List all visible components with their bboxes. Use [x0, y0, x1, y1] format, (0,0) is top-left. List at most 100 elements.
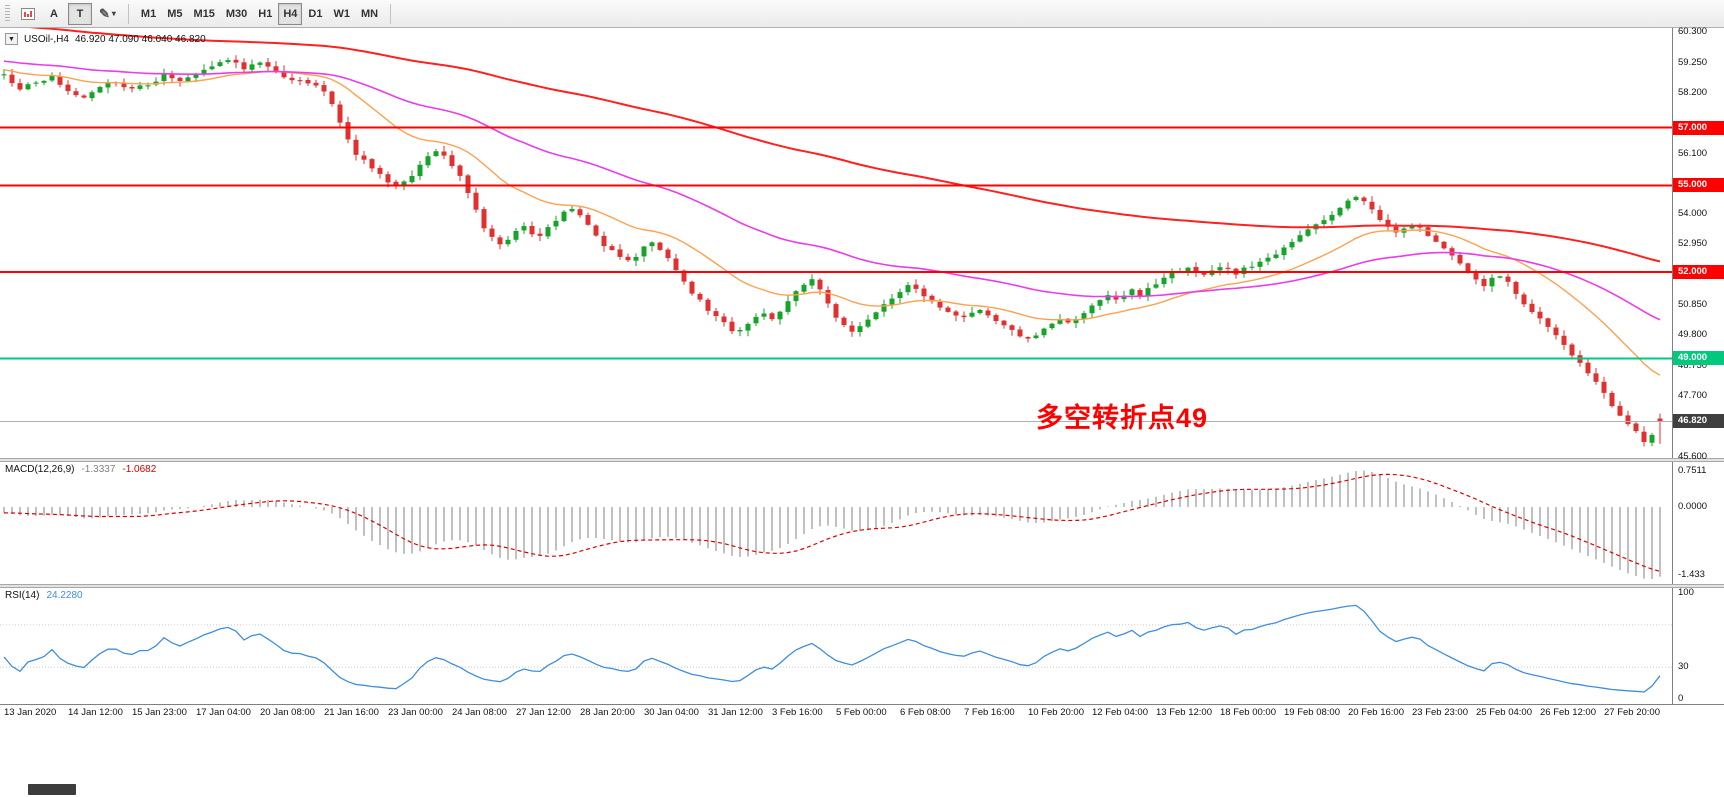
y-axis-tick: 50.850: [1678, 299, 1708, 311]
x-axis-label: 19 Feb 08:00: [1284, 707, 1340, 718]
macd-histogram: [3, 470, 1661, 579]
y-axis-tick: 56.100: [1678, 147, 1708, 159]
caret-down-icon: ▾: [111, 9, 116, 18]
x-axis-label: 17 Jan 04:00: [196, 707, 251, 718]
candles-layer: [1, 55, 1663, 447]
macd-scale-label: 0.0000: [1678, 501, 1708, 513]
x-axis-label: 15 Jan 23:00: [132, 707, 187, 718]
current-price-tag: 46.820: [1673, 414, 1724, 429]
x-axis-label: 28 Jan 20:00: [580, 707, 635, 718]
macd-title: MACD(12,26,9): [5, 464, 75, 475]
timeframe-mn[interactable]: MN: [356, 3, 383, 25]
x-axis-label: 20 Jan 08:00: [260, 707, 315, 718]
symbol-timeframe-label: USOil-,H4: [23, 33, 69, 45]
rsi-line: [3, 604, 1661, 693]
chart-annotation: 多空转折点49: [1036, 403, 1209, 433]
x-axis-label: 27 Jan 12:00: [516, 707, 571, 718]
x-axis-label: 5 Feb 00:00: [836, 707, 887, 718]
timeframe-m15[interactable]: M15: [188, 3, 219, 25]
toolbar-separator: [390, 3, 392, 24]
x-axis-label: 13 Feb 12:00: [1156, 707, 1212, 718]
draw-tool-button[interactable]: ✎ ▾: [94, 3, 121, 25]
price-level-tag: 49.000: [1673, 351, 1724, 366]
macd-label: MACD(12,26,9) -1.3337 -1.0682: [5, 464, 156, 475]
ma-medium-line: [3, 60, 1661, 321]
y-axis-tick: 49.800: [1678, 329, 1708, 341]
price-level-tag: 55.000: [1673, 178, 1724, 193]
rsi-value: 24.2280: [46, 590, 83, 601]
rsi-scale-label: 0: [1678, 692, 1684, 704]
price-level-tag: 57.000: [1673, 120, 1724, 135]
toolbar-separator: [127, 3, 129, 24]
panel-splitter[interactable]: [0, 584, 1724, 588]
y-axis-tick: 54.000: [1678, 208, 1708, 220]
x-axis-label: 12 Feb 04:00: [1092, 707, 1148, 718]
bar-chart-icon: [21, 7, 35, 20]
symbol-dropdown-icon[interactable]: ▼: [5, 33, 18, 45]
main-chart-canvas[interactable]: [0, 28, 1672, 458]
toolbar-grip[interactable]: [5, 4, 10, 23]
timeframe-h1[interactable]: H1: [253, 3, 277, 25]
x-axis-label: 20 Feb 16:00: [1348, 707, 1404, 718]
y-axis-tick: 58.200: [1678, 86, 1708, 98]
macd-signal-line: [3, 473, 1661, 572]
ma-slow-line: [29, 28, 1661, 263]
timeframe-m5[interactable]: M5: [162, 3, 187, 25]
rsi-scale-label: 30: [1678, 661, 1689, 673]
rsi-scale-label: 100: [1678, 587, 1694, 599]
x-axis-label: 13 Jan 2020: [4, 707, 57, 718]
x-axis-label: 27 Feb 20:00: [1604, 707, 1660, 718]
ma-fast-line: [3, 69, 1661, 376]
y-axis-tick: 60.300: [1678, 26, 1708, 38]
macd-value-main: -1.3337: [81, 464, 116, 475]
x-axis-label: 26 Feb 12:00: [1540, 707, 1596, 718]
x-axis-label: 14 Jan 12:00: [68, 707, 123, 718]
y-axis-tick: 45.600: [1678, 450, 1708, 462]
timeframe-group: M1 M5 M15 M30 H1 H4 D1 W1 MN: [136, 2, 383, 25]
x-axis-label: 3 Feb 16:00: [772, 707, 823, 718]
y-axis-tick: 47.700: [1678, 389, 1708, 401]
timeframe-m30[interactable]: M30: [221, 3, 252, 25]
ohlc-values: 46.920 47.090 46.040 46.820: [74, 33, 206, 45]
macd-panel[interactable]: MACD(12,26,9) -1.3337 -1.0682 0.7511 0.0000…: [0, 462, 1724, 584]
macd-value-signal: -1.0682: [122, 464, 157, 475]
timeframe-h4[interactable]: H4: [278, 2, 303, 25]
bottom-strip: [0, 720, 1724, 797]
x-axis-label: 30 Jan 04:00: [644, 707, 699, 718]
symbol-ohlc-readout: ▼ USOil-,H4 46.920 47.090 46.040 46.820: [5, 33, 206, 45]
rsi-label: RSI(14) 24.2280: [5, 590, 83, 601]
pencil-icon: ✎: [99, 5, 110, 21]
rsi-axis[interactable]: 100 30 0: [1672, 587, 1724, 704]
timeframe-w1[interactable]: W1: [328, 3, 355, 25]
macd-axis[interactable]: 0.7511 0.0000 -1.433: [1672, 462, 1724, 584]
rsi-title: RSI(14): [5, 590, 40, 601]
timeframe-d1[interactable]: D1: [303, 3, 327, 25]
y-axis-tick: 59.250: [1678, 56, 1708, 68]
price-axis[interactable]: 60.300 59.250 58.200 56.100 54.000 52.950 50.8…: [1672, 26, 1724, 462]
macd-canvas[interactable]: [0, 462, 1672, 584]
x-axis-label: 31 Jan 12:00: [708, 707, 763, 718]
toolbar: A T ✎ ▾ M1 M5 M15 M30 H1 H4 D1 W1 MN: [0, 0, 1724, 28]
y-axis-tick: 52.950: [1678, 238, 1708, 250]
x-axis-label: 21 Jan 16:00: [324, 707, 379, 718]
x-axis-label: 6 Feb 08:00: [900, 707, 951, 718]
x-axis-label: 10 Feb 20:00: [1028, 707, 1084, 718]
rsi-panel[interactable]: RSI(14) 24.2280 100 30 0: [0, 587, 1724, 704]
x-axis-label: 24 Jan 08:00: [452, 707, 507, 718]
mini-chart-icon-button[interactable]: [16, 3, 40, 25]
panel-splitter[interactable]: [0, 458, 1724, 462]
macd-scale-label: -1.433: [1678, 569, 1705, 581]
text-tool-button[interactable]: T: [68, 2, 92, 25]
taskbar-fragment: [28, 784, 76, 795]
price-level-tag: 52.000: [1673, 264, 1724, 279]
main-chart-panel[interactable]: ▼ USOil-,H4 46.920 47.090 46.040 46.820 …: [0, 26, 1724, 462]
toolbar-button-a[interactable]: A: [42, 3, 66, 25]
macd-scale-label: 0.7511: [1678, 465, 1707, 477]
x-axis-label: 7 Feb 16:00: [964, 707, 1015, 718]
x-axis-label: 25 Feb 04:00: [1476, 707, 1532, 718]
rsi-canvas[interactable]: [0, 588, 1672, 704]
time-axis[interactable]: 13 Jan 2020 14 Jan 12:00 15 Jan 23:00 17 Ja…: [0, 704, 1724, 720]
x-axis-label: 23 Jan 00:00: [388, 707, 443, 718]
timeframe-m1[interactable]: M1: [136, 3, 161, 25]
